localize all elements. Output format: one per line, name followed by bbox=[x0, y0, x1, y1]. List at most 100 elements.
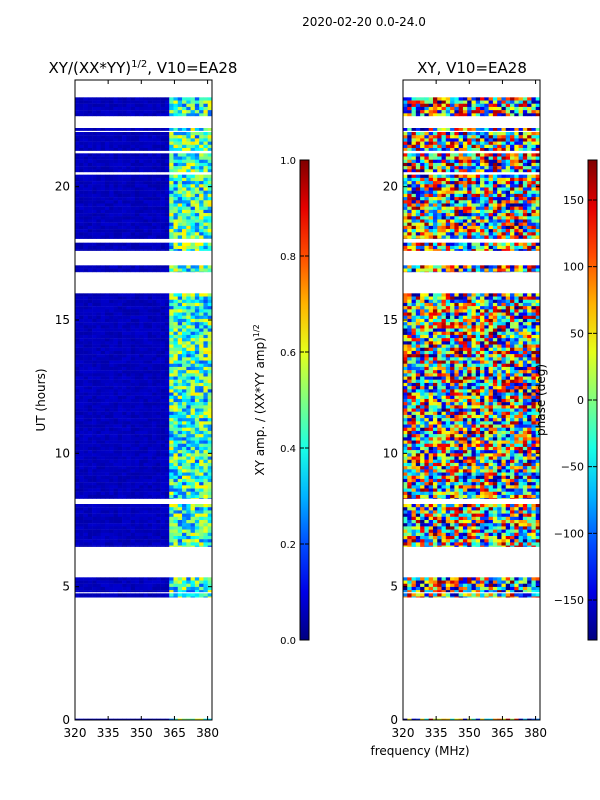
heatmap-cell bbox=[139, 376, 144, 380]
heatmap-cell bbox=[104, 466, 110, 470]
heatmap-cell bbox=[113, 408, 119, 412]
amplitude-title-sup: 1/2 bbox=[131, 59, 147, 70]
heatmap-cell bbox=[104, 427, 110, 432]
heatmap-cell bbox=[169, 379, 174, 384]
heatmap-cell bbox=[194, 456, 200, 460]
heatmap-cell bbox=[134, 494, 140, 499]
heatmap-cell bbox=[462, 526, 468, 530]
heatmap-cell bbox=[182, 427, 187, 432]
heatmap-cell bbox=[147, 529, 153, 533]
heatmap-cell bbox=[147, 306, 153, 310]
heatmap-cell bbox=[134, 322, 140, 326]
heatmap-cell bbox=[190, 312, 196, 316]
heatmap-cell bbox=[527, 590, 532, 593]
heatmap-cell bbox=[126, 392, 131, 396]
heatmap-cell bbox=[122, 334, 127, 339]
heatmap-cell bbox=[177, 97, 183, 101]
heatmap-cell bbox=[194, 193, 200, 198]
heatmap-cell bbox=[199, 242, 204, 247]
heatmap-cell bbox=[79, 472, 84, 476]
heatmap-cell bbox=[164, 370, 170, 374]
heatmap-cell bbox=[75, 418, 80, 422]
heatmap-cell bbox=[177, 219, 183, 223]
heatmap-cell bbox=[186, 507, 191, 511]
heatmap-cell bbox=[190, 510, 196, 514]
heatmap-cell bbox=[514, 510, 519, 514]
heatmap-cell bbox=[139, 398, 144, 403]
heatmap-cell bbox=[169, 513, 174, 517]
heatmap-cell bbox=[113, 593, 119, 597]
heatmap-cell bbox=[139, 242, 144, 247]
heatmap-cell bbox=[79, 593, 84, 597]
heatmap-cell bbox=[113, 478, 119, 483]
heatmap-cell bbox=[96, 516, 101, 521]
heatmap-cell bbox=[177, 225, 183, 230]
heatmap-cell bbox=[113, 392, 119, 396]
heatmap-cell bbox=[475, 532, 481, 537]
heatmap-cell bbox=[126, 206, 131, 211]
heatmap-cell bbox=[87, 507, 93, 511]
heatmap-cell bbox=[160, 520, 166, 524]
heatmap-cell bbox=[83, 206, 89, 211]
heatmap-cell bbox=[104, 456, 110, 460]
heatmap-cell bbox=[113, 485, 119, 489]
heatmap-cell bbox=[122, 472, 127, 476]
heatmap-cell bbox=[182, 318, 187, 323]
heatmap-cell bbox=[104, 169, 110, 173]
heatmap-cell bbox=[207, 526, 213, 530]
heatmap-cell bbox=[173, 593, 179, 597]
heatmap-cell bbox=[134, 197, 140, 201]
heatmap-cell bbox=[190, 586, 196, 591]
heatmap-cell bbox=[83, 494, 89, 499]
heatmap-cell bbox=[164, 532, 170, 537]
heatmap-cell bbox=[109, 347, 114, 352]
heatmap-cell bbox=[87, 392, 93, 396]
heatmap-cell bbox=[117, 421, 123, 425]
heatmap-cell bbox=[199, 408, 204, 412]
heatmap-cell bbox=[160, 539, 166, 543]
heatmap-cell bbox=[139, 485, 144, 489]
heatmap-cell bbox=[514, 542, 519, 546]
heatmap-cell bbox=[488, 516, 494, 521]
heatmap-cell bbox=[475, 513, 481, 517]
heatmap-cell bbox=[182, 306, 187, 310]
heatmap-cell bbox=[190, 507, 196, 511]
heatmap-cell bbox=[113, 341, 119, 345]
heatmap-cell bbox=[173, 718, 179, 721]
heatmap-cell bbox=[497, 526, 502, 530]
heatmap-cell bbox=[75, 187, 80, 191]
heatmap-cell bbox=[96, 203, 101, 207]
heatmap-cell bbox=[134, 507, 140, 511]
heatmap-cell bbox=[100, 97, 106, 101]
heatmap-cell bbox=[160, 235, 166, 239]
heatmap-cell bbox=[471, 526, 477, 530]
heatmap-cell bbox=[104, 389, 110, 393]
heatmap-cell bbox=[147, 424, 153, 428]
heatmap-cell bbox=[83, 405, 89, 409]
heatmap-cell bbox=[194, 583, 200, 588]
heatmap-cell bbox=[182, 363, 187, 368]
heatmap-cell bbox=[83, 357, 89, 361]
heatmap-cell bbox=[100, 498, 106, 499]
heatmap-cell bbox=[450, 529, 455, 533]
heatmap-cell bbox=[75, 338, 80, 342]
heatmap-cell bbox=[96, 187, 101, 191]
heatmap-cell bbox=[164, 411, 170, 416]
heatmap-cell bbox=[420, 513, 425, 517]
heatmap-cell bbox=[134, 386, 140, 390]
heatmap-cell bbox=[117, 166, 123, 170]
heatmap-cell bbox=[505, 516, 511, 521]
heatmap-cell bbox=[75, 132, 80, 136]
heatmap-cell bbox=[113, 539, 119, 543]
heatmap-cell bbox=[432, 580, 438, 584]
heatmap-cell bbox=[83, 427, 89, 432]
heatmap-cell bbox=[96, 213, 101, 217]
heatmap-cell bbox=[160, 249, 166, 251]
heatmap-cell bbox=[117, 360, 123, 364]
heatmap-cell bbox=[147, 382, 153, 387]
heatmap-cell bbox=[403, 536, 408, 540]
heatmap-cell bbox=[207, 453, 213, 457]
heatmap-cell bbox=[147, 184, 153, 188]
heatmap-cell bbox=[100, 177, 106, 182]
heatmap-cell bbox=[160, 488, 166, 492]
